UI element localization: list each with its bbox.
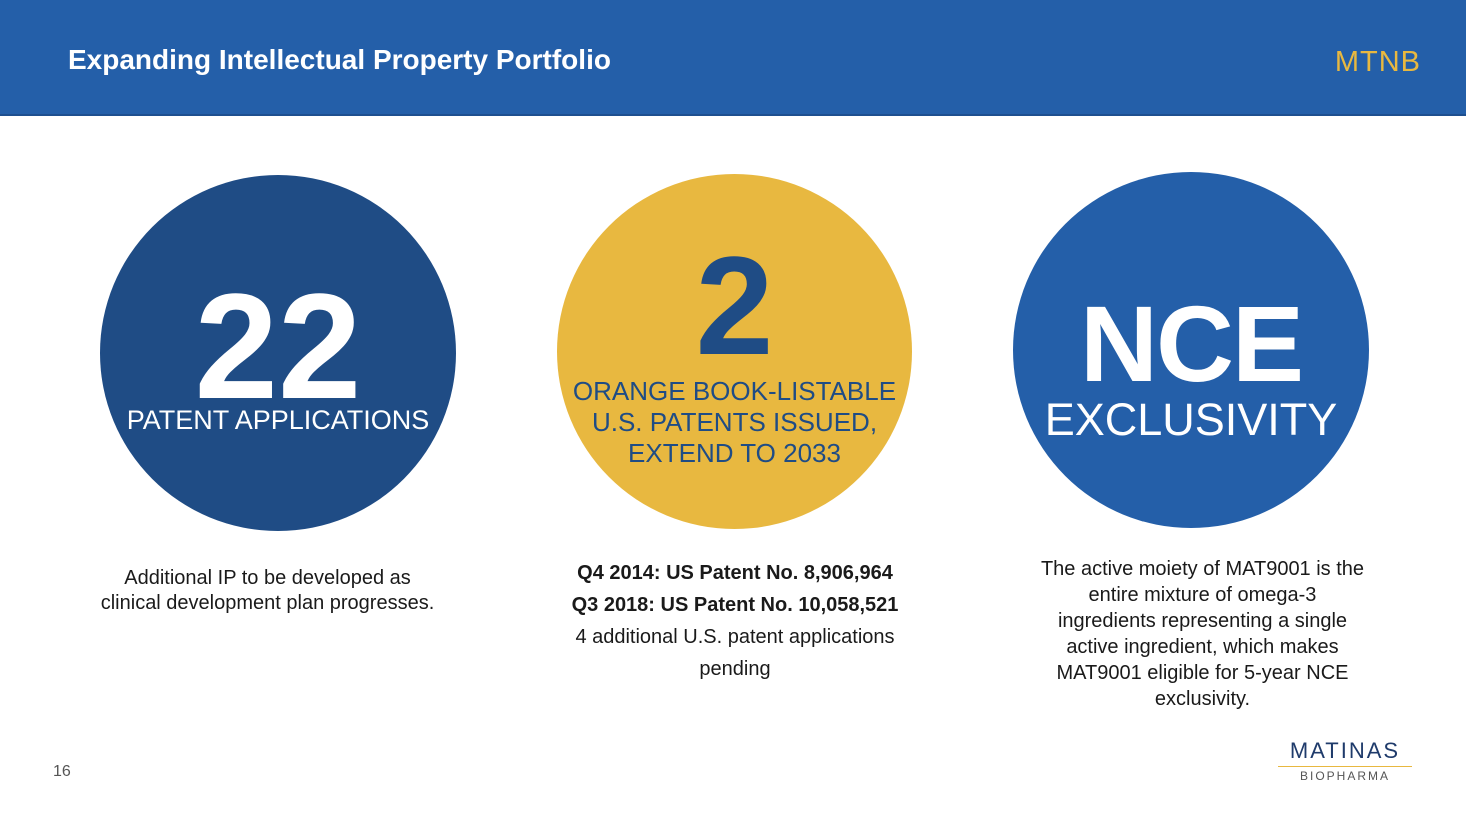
slide-title: Expanding Intellectual Property Portfoli… xyxy=(68,44,611,75)
patents-issued-label: ORANGE BOOK-LISTABLE U.S. PATENTS ISSUED… xyxy=(557,376,912,469)
caption-line: ingredients representing a single xyxy=(1057,610,1348,632)
logo-subtitle: BIOPHARMA xyxy=(1299,769,1390,783)
nce-heading: NCE xyxy=(1079,283,1304,404)
patents-issued-count: 2 xyxy=(695,227,774,384)
header-bar: Expanding Intellectual Property Portfoli… xyxy=(0,0,1466,116)
caption-line: 4 additional U.S. patent applications xyxy=(575,626,895,648)
patent-entry: Q3 2018: US Patent No. 10,058,521 xyxy=(571,594,899,616)
exclusivity-label: EXCLUSIVITY xyxy=(1044,394,1338,445)
logo-name: MATINAS xyxy=(1289,738,1401,763)
company-logo: MATINAS BIOPHARMA xyxy=(1268,738,1422,786)
logo-divider xyxy=(1278,766,1412,767)
page-number: 16 xyxy=(53,763,71,780)
patents-issued-label-line: ORANGE BOOK-LISTABLE xyxy=(572,376,897,406)
patents-issued-circle: 2 ORANGE BOOK-LISTABLE U.S. PATENTS ISSU… xyxy=(557,174,912,529)
patent-entry: Q4 2014: US Patent No. 8,906,964 xyxy=(577,562,893,584)
nce-exclusivity-circle: NCE EXCLUSIVITY xyxy=(1013,172,1369,528)
patents-issued-label-line: EXTEND TO 2033 xyxy=(628,438,841,468)
patent-applications-label: PATENT APPLICATIONS xyxy=(126,405,430,435)
caption-line: active ingredient, which makes xyxy=(1066,636,1339,658)
caption-line: pending xyxy=(699,658,771,680)
caption-line: clinical development plan progresses. xyxy=(100,592,435,614)
patents-issued-caption: Q4 2014: US Patent No. 8,906,964 Q3 2018… xyxy=(540,557,930,685)
patents-issued-label-line: U.S. PATENTS ISSUED, xyxy=(591,407,878,437)
ticker-symbol: MTNB xyxy=(1334,46,1421,78)
patent-applications-circle: 22 PATENT APPLICATIONS xyxy=(100,175,456,531)
patent-applications-caption: Additional IP to be developed as clinica… xyxy=(70,566,465,616)
caption-line: The active moiety of MAT9001 is the xyxy=(1040,558,1365,580)
nce-exclusivity-caption: The active moiety of MAT9001 is the enti… xyxy=(1015,556,1390,712)
caption-line: MAT9001 eligible for 5-year NCE xyxy=(1056,662,1349,684)
caption-line: exclusivity. xyxy=(1154,688,1251,710)
patent-applications-count: 22 xyxy=(194,262,362,430)
caption-line: Additional IP to be developed as xyxy=(124,567,411,589)
caption-line: entire mixture of omega-3 xyxy=(1088,584,1317,606)
